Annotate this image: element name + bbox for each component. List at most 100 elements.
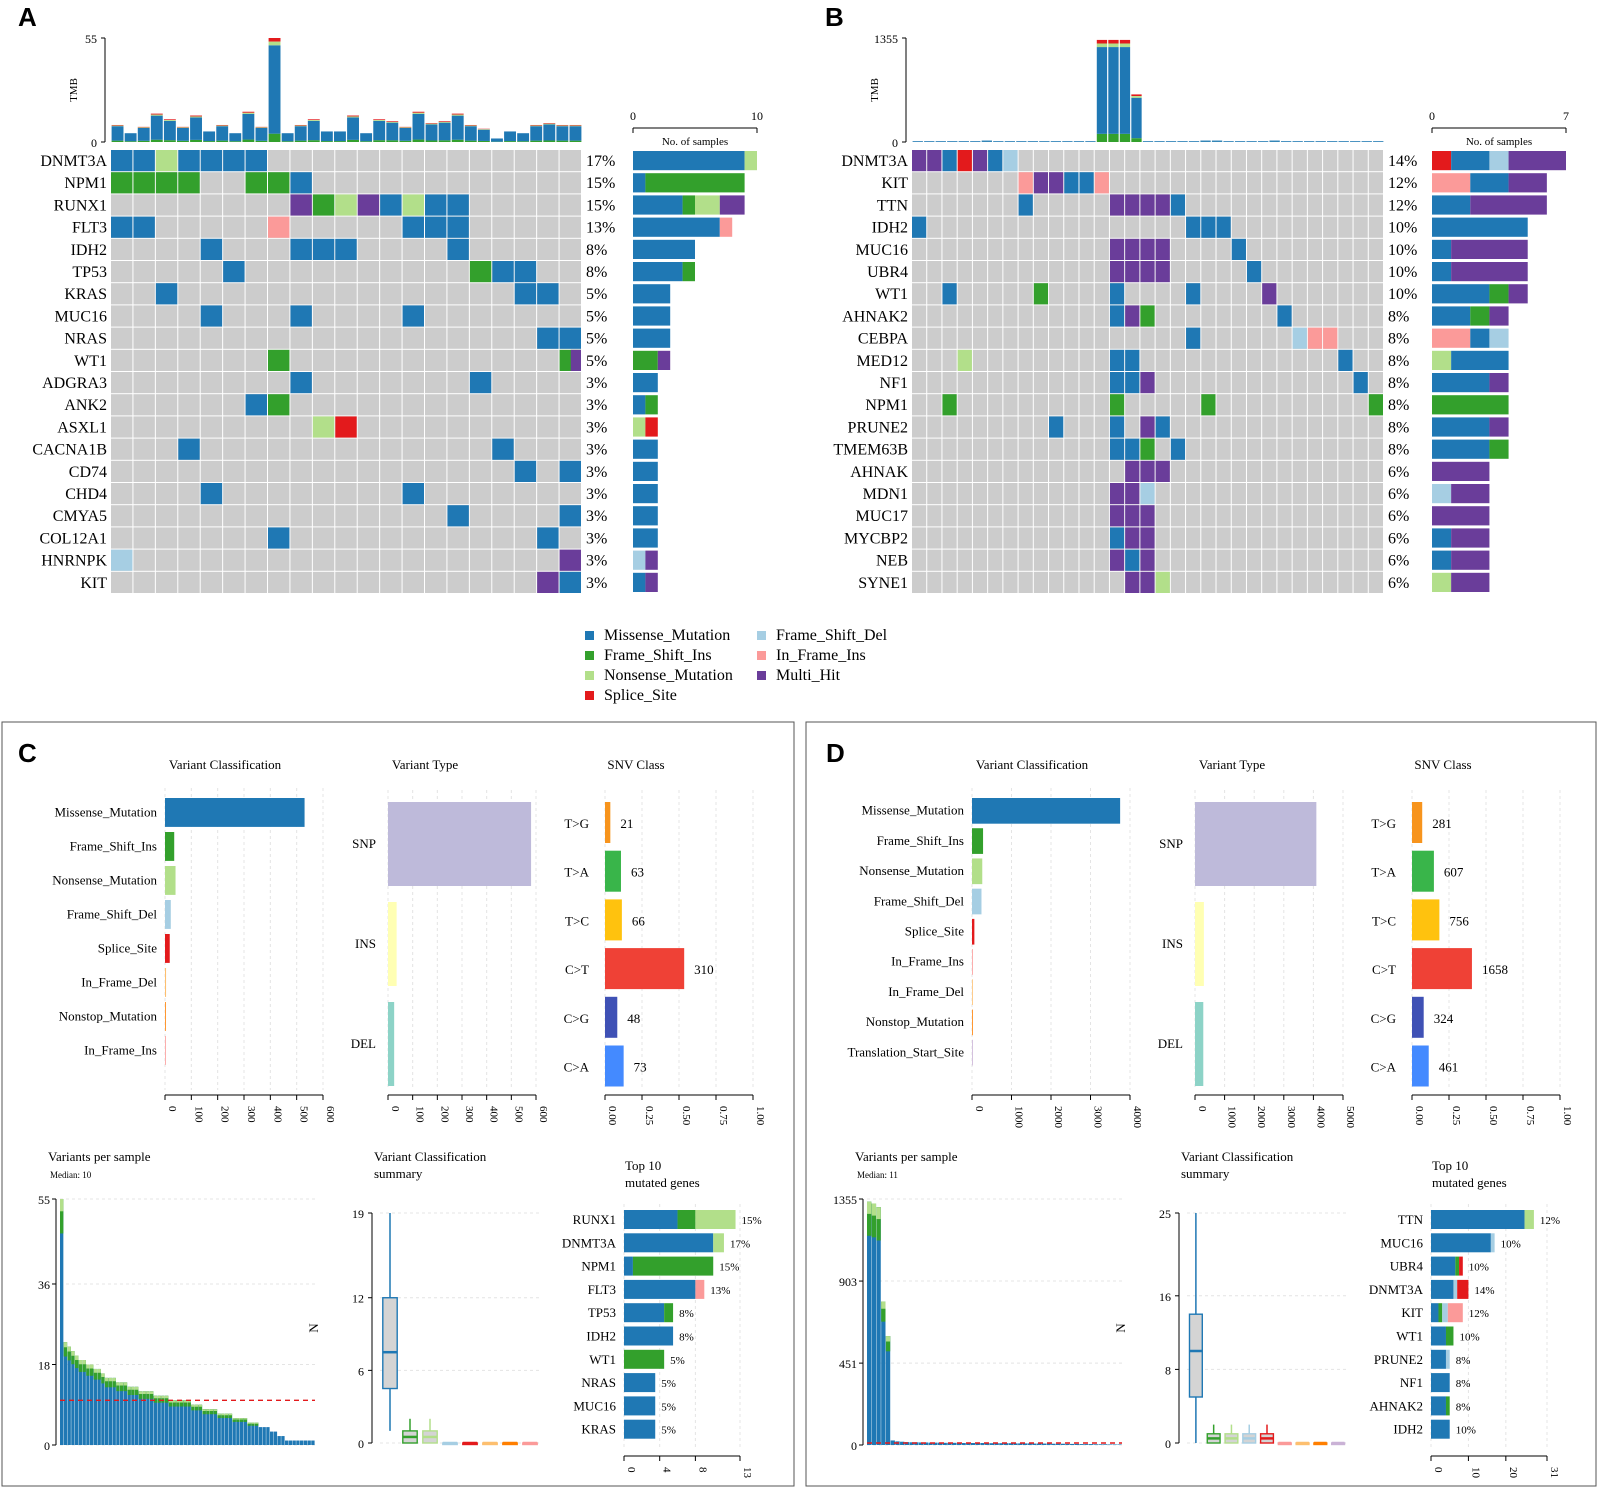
- oncoplot-cell-empty: [223, 172, 245, 194]
- oncoplot-cell-empty: [1049, 483, 1064, 505]
- sample-count-bar: [1432, 151, 1452, 171]
- oncoplot-cell-empty: [1323, 394, 1338, 416]
- oncoplot-cell-empty: [223, 283, 245, 305]
- oncoplot-cell: [1064, 172, 1079, 194]
- oncoplot-cell-empty: [200, 372, 223, 394]
- tmb-bar: [137, 140, 150, 142]
- tmb-bar: [242, 111, 255, 113]
- oncoplot-cell-empty: [425, 150, 447, 172]
- oncoplot-cell-empty: [1064, 194, 1079, 216]
- vps-bar: [999, 1443, 1004, 1445]
- tmb-bar: [1211, 140, 1223, 142]
- gene-label: MYCBP2: [844, 530, 908, 547]
- sample-count-bar: [1451, 239, 1528, 259]
- sample-count-bar: [1451, 151, 1490, 171]
- top10-bar: [677, 1210, 696, 1229]
- oncoplot-cell-empty: [1262, 261, 1277, 283]
- oncoplot-cell-empty: [1033, 327, 1049, 349]
- oncoplot-cell-empty: [1231, 372, 1246, 394]
- oncoplot-cell-empty: [1018, 372, 1033, 394]
- vps-bar: [240, 1418, 244, 1422]
- oncoplot-cell-empty: [111, 372, 133, 394]
- vps-bar: [86, 1364, 90, 1376]
- oncoplot-cell-empty: [111, 305, 133, 327]
- oncoplot-cell-empty: [447, 349, 469, 371]
- gene-percent-label: 6%: [1388, 575, 1409, 592]
- oncoplot-cell: [402, 483, 424, 505]
- tmb-bar: [216, 140, 229, 142]
- oncoplot-cell-empty: [1246, 549, 1262, 571]
- vps-bar: [172, 1400, 176, 1407]
- oncoplot-cell-empty: [1003, 505, 1018, 527]
- oncoplot-cell-empty: [1079, 549, 1094, 571]
- top10-bar: [624, 1326, 674, 1346]
- oncoplot-cell-empty: [537, 460, 559, 482]
- oncoplot-cell-empty: [1231, 172, 1246, 194]
- oncoplot-cell-empty: [469, 349, 492, 371]
- oncoplot-cell: [312, 416, 335, 438]
- oncoplot-cell-empty: [335, 349, 357, 371]
- vps-bar: [191, 1404, 195, 1411]
- top10-bar: [632, 1256, 714, 1276]
- tmb-bar: [912, 141, 923, 142]
- vt-tick-label: 4000: [1314, 1106, 1326, 1129]
- oncoplot-cell-empty: [912, 283, 927, 305]
- oncoplot-cell: [335, 194, 357, 216]
- oncoplot-cell-empty: [133, 527, 155, 549]
- top10-percent-label: 10%: [1469, 1262, 1489, 1274]
- oncoplot-cell: [447, 505, 469, 527]
- oncoplot-cell-empty: [380, 261, 402, 283]
- sample-count-bar: [1432, 328, 1471, 348]
- top10-bar: [1457, 1279, 1469, 1299]
- vps-bar: [243, 1418, 248, 1420]
- oncoplot-cell-empty: [133, 571, 155, 593]
- tmb-bar: [1119, 39, 1131, 44]
- oncoplot-cell-empty: [1277, 349, 1292, 371]
- sample-count-bar: [633, 262, 683, 282]
- oncoplot-cell-empty: [178, 571, 200, 593]
- sample-count-bar: [633, 417, 646, 437]
- oncoplot-cell-empty: [447, 416, 469, 438]
- vps-bar: [303, 1440, 308, 1445]
- oncoplot-cell-empty: [942, 416, 957, 438]
- oncoplot-cell: [1125, 527, 1140, 549]
- top10-bar: [624, 1279, 696, 1299]
- vcs-title: Variant Classification: [1181, 1149, 1294, 1164]
- oncoplot-cell-empty: [1246, 150, 1262, 172]
- oncoplot-cell-empty: [1003, 216, 1018, 238]
- oncoplot-cell: [1125, 483, 1140, 505]
- gene-percent-label: 10%: [1388, 242, 1417, 259]
- oncoplot-cell-empty: [200, 571, 223, 593]
- oncoplot-cell-empty: [357, 505, 380, 527]
- vps-bar: [255, 1422, 259, 1426]
- oncoplot-cell-empty: [1262, 460, 1277, 482]
- vps-bar: [867, 1201, 872, 1236]
- vps-bar: [146, 1391, 150, 1395]
- tmb-bar: [1315, 141, 1326, 142]
- vc-bar: [972, 858, 983, 885]
- oncoplot-cell-empty: [357, 150, 380, 172]
- oncoplot-cell-empty: [1353, 305, 1368, 327]
- tmb-bar: [242, 139, 255, 142]
- tmb-bar: [307, 120, 320, 141]
- oncoplot-cell-empty: [927, 460, 942, 482]
- oncoplot-cell-empty: [1064, 394, 1079, 416]
- oncoplot-cell-empty: [1140, 150, 1155, 172]
- sample-count-bar: [633, 306, 671, 326]
- oncoplot-cell-empty: [942, 438, 957, 460]
- oncoplot-cell-empty: [1277, 238, 1292, 260]
- vps-bar: [120, 1382, 124, 1386]
- tmb-bar: [451, 114, 464, 116]
- oncoplot-cell-empty: [1018, 505, 1033, 527]
- oncoplot-cell-empty: [290, 327, 312, 349]
- oncoplot-cell-empty: [1201, 549, 1216, 571]
- oncoplot-cell-empty: [1049, 216, 1064, 238]
- vcs-tick-label: 19: [352, 1207, 364, 1221]
- oncoplot-cell-empty: [200, 527, 223, 549]
- sample-count-bar: [1489, 151, 1509, 171]
- oncoplot-cell: [1109, 238, 1125, 260]
- snv-bar: [605, 802, 611, 843]
- oncoplot-cell-empty: [357, 216, 380, 238]
- vps-bar: [180, 1400, 184, 1403]
- gene-label: AHNAK2: [842, 308, 908, 325]
